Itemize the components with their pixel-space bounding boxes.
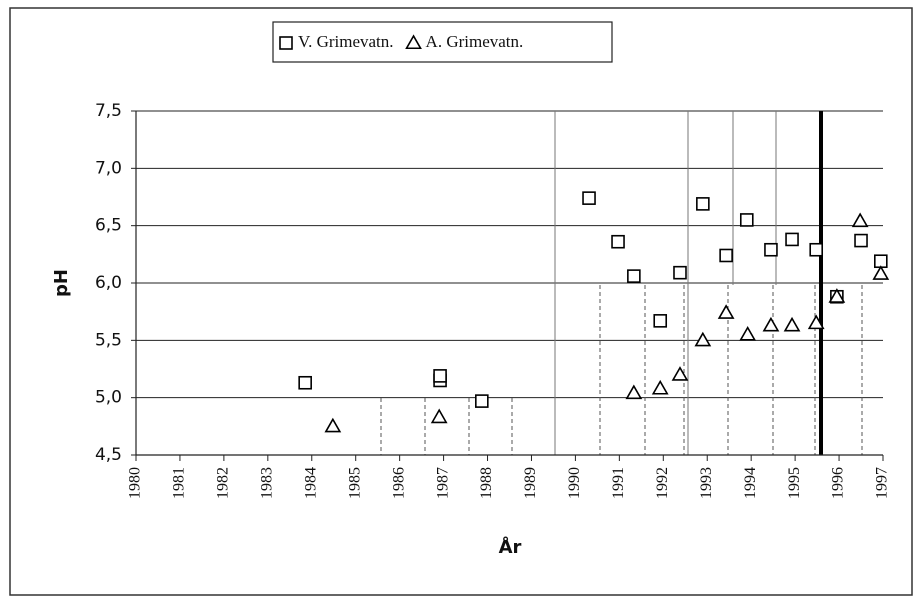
point [627, 269, 641, 283]
point [807, 314, 825, 330]
point [694, 331, 712, 347]
x-tick-label: 1985 [346, 467, 363, 499]
legend-marker [279, 36, 293, 50]
legend-marker [405, 34, 422, 50]
point [611, 234, 625, 249]
x-tick-label: 1986 [390, 467, 407, 499]
point [651, 379, 669, 395]
y-tick-label: 6,5 [95, 216, 122, 236]
legend [272, 21, 613, 63]
x-tick-label: 1992 [654, 467, 671, 499]
x-tick-label: 1996 [830, 467, 847, 499]
point [828, 288, 846, 303]
point [872, 265, 890, 280]
x-axis-title: År [499, 535, 522, 558]
y-axis-title: pH [51, 269, 72, 297]
point [696, 197, 710, 211]
point [625, 384, 643, 400]
point [430, 408, 448, 424]
point [433, 369, 447, 383]
point [785, 232, 799, 247]
point [764, 242, 778, 257]
point [717, 304, 735, 319]
y-tick-label: 5,5 [95, 330, 122, 350]
point [809, 242, 824, 257]
legend-label: V. Grimevatn. [298, 32, 394, 51]
x-tick-label: 1981 [171, 467, 188, 499]
point [671, 366, 689, 381]
point [854, 233, 868, 248]
point [673, 265, 687, 280]
point [298, 375, 312, 390]
x-tick-label: 1983 [258, 467, 275, 499]
x-tick-label: 1989 [522, 467, 539, 499]
x-tick-label: 1980 [127, 467, 144, 499]
point [475, 394, 489, 408]
point [783, 316, 801, 332]
x-tick-label: 1990 [566, 467, 583, 499]
grid [136, 110, 883, 456]
x-tick-label: 1984 [302, 467, 319, 499]
x-tick-label: 1994 [742, 467, 759, 499]
point [653, 314, 668, 328]
point [719, 248, 733, 263]
x-tick-label: 1991 [610, 467, 627, 499]
legend-label: A. Grimevatn. [426, 32, 524, 51]
point [582, 191, 596, 205]
y-tick-label: 7,5 [95, 101, 122, 121]
point [739, 213, 754, 227]
x-tick-label: 1997 [874, 467, 891, 499]
frame [9, 7, 913, 596]
point [739, 325, 757, 341]
y-tick-label: 4,5 [95, 445, 122, 465]
x-tick-label: 1982 [215, 467, 232, 499]
y-tick-label: 5,0 [95, 388, 122, 408]
y-tick-label: 6,0 [95, 273, 122, 293]
point [762, 316, 780, 332]
point [851, 212, 869, 228]
point [324, 417, 342, 433]
x-tick-label: 1995 [786, 467, 803, 499]
x-tick-label: 1993 [698, 467, 715, 499]
y-tick-label: 7,0 [95, 158, 122, 178]
x-tick-label: 1988 [478, 467, 495, 499]
x-tick-label: 1987 [434, 467, 451, 499]
